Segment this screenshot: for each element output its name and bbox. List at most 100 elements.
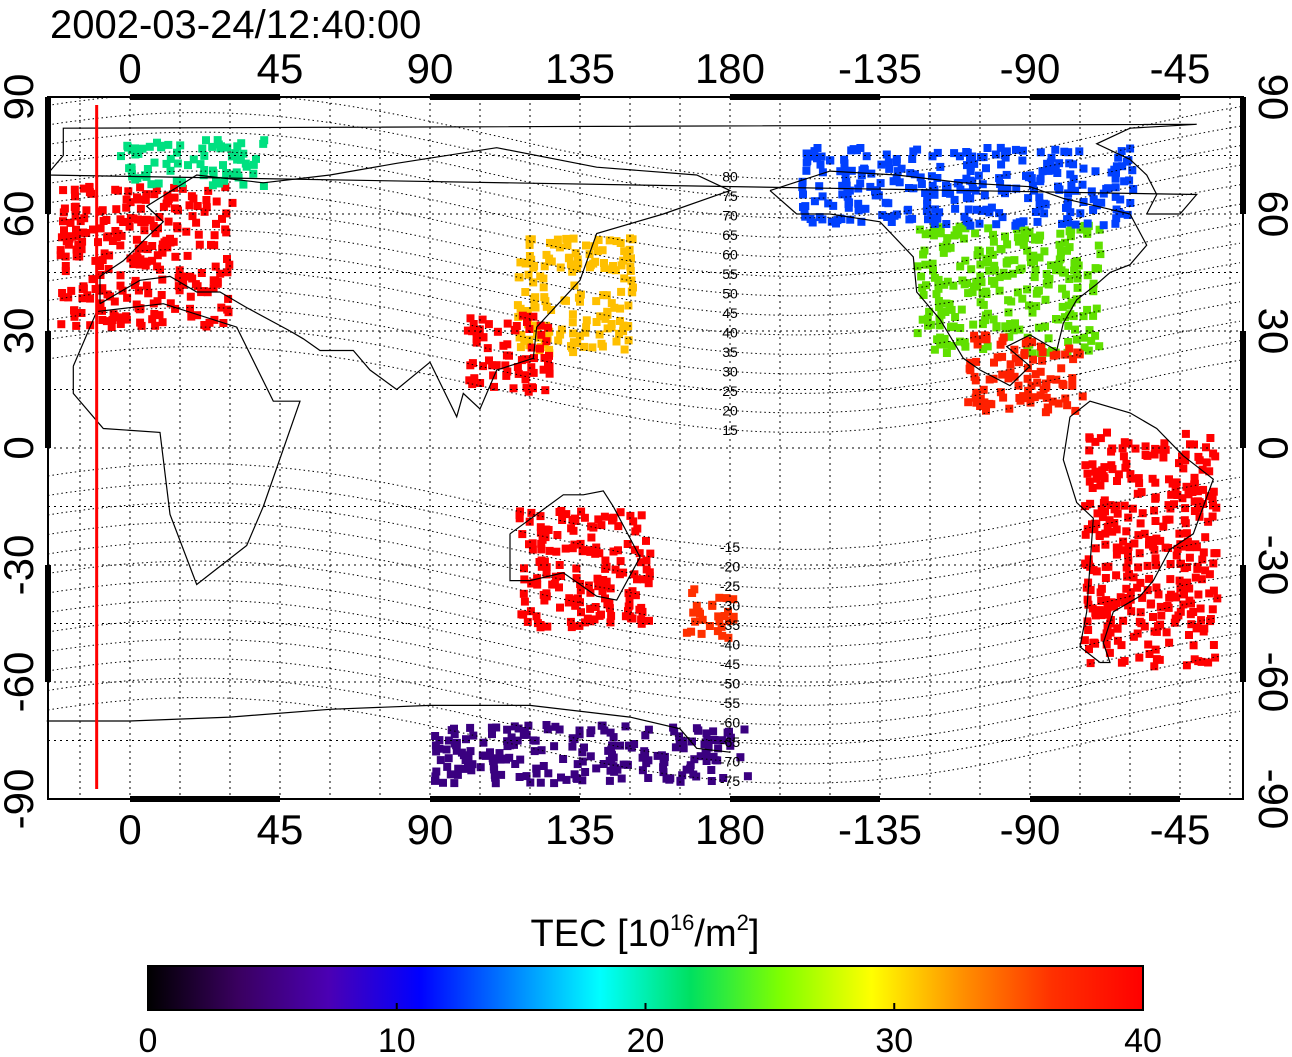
tec-cell <box>1209 559 1218 568</box>
tec-cell <box>566 260 575 269</box>
tec-cell <box>472 338 481 347</box>
tec-cell <box>96 262 104 271</box>
tec-cell <box>1179 464 1188 473</box>
tec-cell <box>431 732 440 740</box>
tec-cell <box>980 191 989 200</box>
tec-cell <box>626 266 635 275</box>
tec-cell <box>1054 260 1063 269</box>
tec-cell <box>1011 221 1020 230</box>
tec-cell <box>928 152 937 161</box>
tec-cell <box>849 145 858 154</box>
tec-cell <box>141 195 150 204</box>
tec-cell <box>72 225 80 234</box>
tec-cell <box>960 338 969 347</box>
tec-cell <box>724 607 732 616</box>
tec-cell <box>562 775 571 784</box>
tec-cell <box>1209 487 1218 496</box>
tec-cell <box>977 206 986 215</box>
tec-cell <box>1110 505 1119 514</box>
tec-cell <box>569 234 578 243</box>
bottom-lon-tick-label: 0 <box>118 806 141 853</box>
tec-cell <box>606 618 615 627</box>
tec-cell <box>122 312 131 321</box>
tec-cell <box>200 207 209 216</box>
tec-cell <box>1102 640 1111 649</box>
contour-label: -30 <box>720 597 740 613</box>
tec-cell <box>955 152 964 161</box>
tec-cell <box>574 259 583 268</box>
tec-cell <box>1151 517 1160 525</box>
tec-cell <box>616 741 624 750</box>
tec-cell <box>172 176 181 185</box>
tec-cell <box>222 209 231 218</box>
tec-cell <box>1212 503 1221 512</box>
tec-cell <box>202 203 211 212</box>
tec-cell <box>609 547 618 556</box>
tec-cell <box>542 525 551 534</box>
tec-cell <box>611 565 620 574</box>
tec-cell <box>1152 627 1161 636</box>
tec-cell <box>1097 584 1106 593</box>
tec-cell <box>578 757 587 766</box>
tec-cell <box>1206 434 1215 442</box>
tec-cell <box>905 184 913 192</box>
tec-cell <box>195 240 204 249</box>
tec-cell <box>468 359 477 368</box>
tec-cell <box>917 272 926 281</box>
tec-cell <box>1020 351 1029 360</box>
colorbar-tick-label: 20 <box>627 1022 665 1057</box>
tec-cell <box>841 170 850 179</box>
tec-cell <box>520 727 529 735</box>
tec-cell <box>444 754 453 763</box>
tec-cell <box>1137 488 1146 497</box>
tec-cell <box>543 622 552 631</box>
tec-cell <box>866 182 875 191</box>
tec-cell <box>614 546 622 555</box>
tec-cell <box>527 363 536 372</box>
tec-cell <box>876 179 885 188</box>
tec-cell <box>1131 444 1140 453</box>
tec-cell <box>1175 576 1184 585</box>
tec-cell <box>1032 302 1041 311</box>
tec-cell <box>1088 604 1097 613</box>
tec-cell <box>595 549 604 558</box>
tec-cell <box>483 344 492 353</box>
tec-cell <box>1066 208 1075 217</box>
coast-greenland <box>45 123 1198 215</box>
tec-cell <box>151 229 160 238</box>
bottom-lon-tick-label: 180 <box>695 806 765 853</box>
tec-cell <box>580 513 589 522</box>
tec-cell <box>163 191 172 200</box>
tec-cell <box>219 161 227 170</box>
tec-cell <box>1079 198 1088 206</box>
tec-cell <box>985 399 994 408</box>
tec-cell <box>1180 516 1189 525</box>
tec-cell <box>882 150 891 159</box>
tec-cell <box>1091 544 1100 553</box>
tec-cell <box>637 615 646 624</box>
tec-cell <box>573 760 582 769</box>
tec-cell <box>893 167 902 176</box>
tec-cell <box>827 217 836 226</box>
tec-cell <box>1068 381 1077 390</box>
contour-label: -70 <box>720 753 740 769</box>
tec-cell <box>962 148 971 156</box>
tec-cell <box>150 310 159 318</box>
tec-cell <box>1185 631 1193 639</box>
tec-cell <box>1105 516 1114 525</box>
tec-cell <box>1024 386 1033 395</box>
tec-cell <box>102 317 111 326</box>
contour-label: -45 <box>720 656 740 672</box>
colorbar <box>147 965 1144 1011</box>
top-lon-tick-label: 0 <box>118 45 141 92</box>
tec-cell <box>976 298 985 307</box>
tec-cell <box>188 212 197 221</box>
tec-cell <box>956 337 964 346</box>
tec-cell <box>1138 509 1147 518</box>
tec-cell <box>1183 563 1192 571</box>
tec-cell <box>943 244 952 253</box>
tec-cell <box>708 600 717 609</box>
tec-cell <box>569 338 578 347</box>
tec-cell <box>971 393 980 402</box>
tec-cell <box>921 260 930 269</box>
